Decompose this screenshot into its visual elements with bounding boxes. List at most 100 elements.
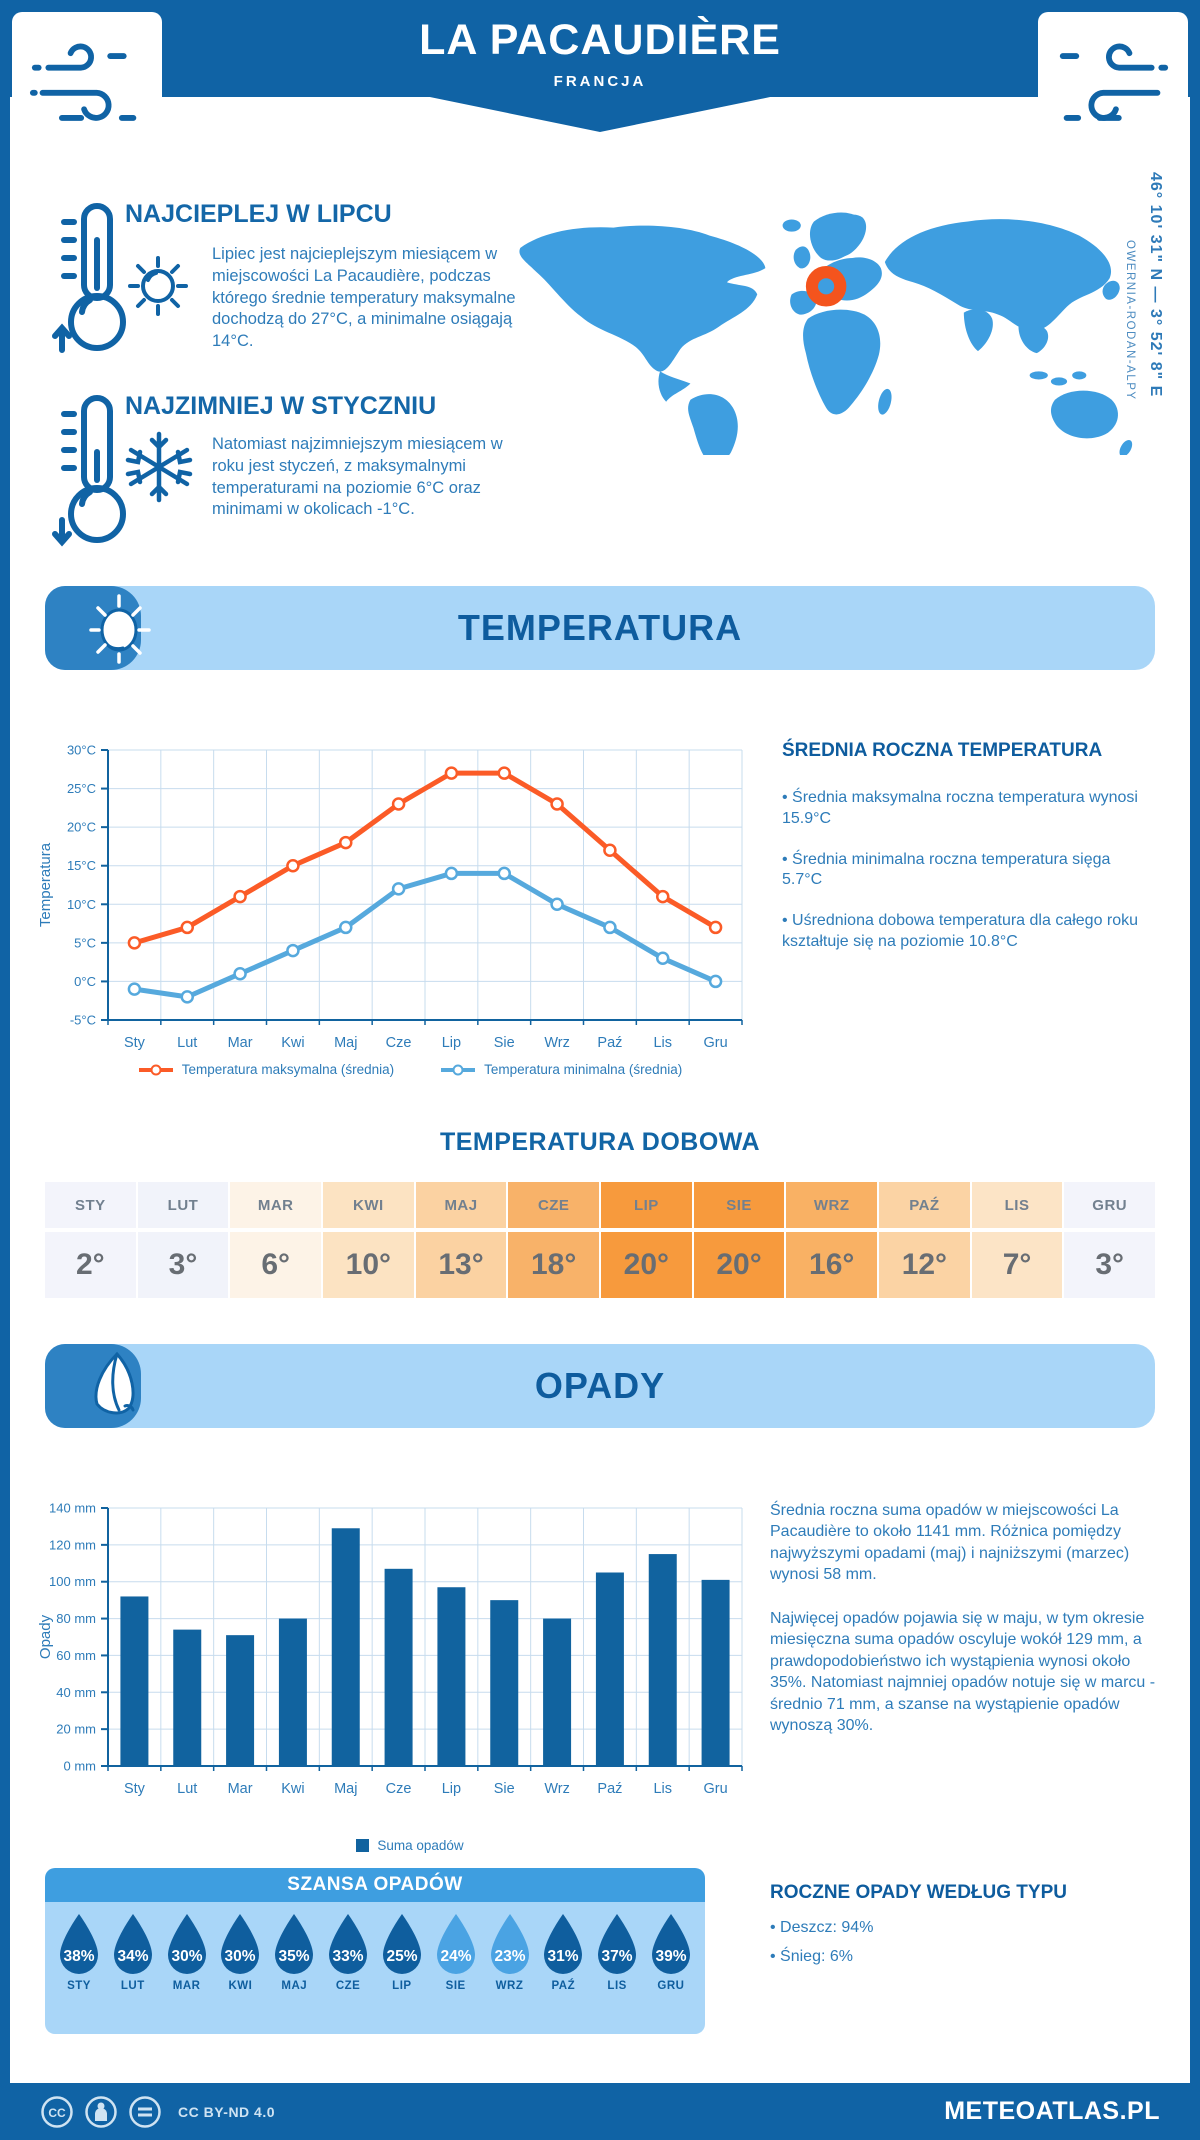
raindrop-icon: 31% <box>544 1914 583 1974</box>
svg-text:20 mm: 20 mm <box>56 1722 96 1737</box>
svg-text:Lut: Lut <box>177 1035 197 1051</box>
svg-text:Lip: Lip <box>442 1035 461 1051</box>
temperature-banner: TEMPERATURA <box>45 586 1155 670</box>
raindrop-icon: 33% <box>329 1914 368 1974</box>
page-title: LA PACAUDIÈRE <box>419 16 781 64</box>
temperature-chart-legend: Temperatura maksymalna (średnia) Tempera… <box>60 1062 760 1077</box>
coldest-heading: NAJZIMNIEJ W STYCZNIU <box>125 392 437 420</box>
svg-text:5°C: 5°C <box>74 935 96 950</box>
daily-temperature-title: TEMPERATURA DOBOWA <box>439 1128 761 1156</box>
svg-text:39%: 39% <box>655 1948 686 1965</box>
daily-temperature-value: 10° <box>323 1232 414 1298</box>
raindrop-icon: 23% <box>490 1914 529 1974</box>
precipitation-paragraph: Średnia roczna suma opadów w miejscowośc… <box>770 1502 1130 1584</box>
daily-temperature-value: 7° <box>971 1232 1063 1298</box>
daily-temperature-value: 12° <box>879 1232 970 1298</box>
svg-text:Opady: Opady <box>37 1614 54 1659</box>
svg-text:Kwi: Kwi <box>281 1035 304 1051</box>
sun-banner-icon <box>89 594 151 664</box>
legend-label: Suma opadów <box>377 1838 464 1853</box>
chance-month-label: LIP <box>392 1980 412 1992</box>
chance-month-label: KWI <box>228 1980 253 1992</box>
svg-text:31%: 31% <box>548 1948 579 1965</box>
daily-month-label: LUT <box>137 1182 229 1228</box>
chance-month-label: CZE <box>335 1980 361 1992</box>
svg-text:Wrz: Wrz <box>544 1035 570 1051</box>
right-border <box>1190 0 1200 2140</box>
svg-text:-5°C: -5°C <box>70 1013 96 1028</box>
daily-month-label: LIP <box>601 1182 692 1228</box>
raindrop-icon: 25% <box>382 1914 421 1974</box>
raindrop-icon: 30% <box>221 1914 260 1974</box>
precipitation-paragraph: Najwięcej opadów pojawia się w maju, w t… <box>770 1609 1156 1734</box>
header-ribbon: LA PACAUDIÈRE FRANCJA <box>185 0 1015 132</box>
svg-text:Paź: Paź <box>597 1781 622 1797</box>
location-marker <box>805 266 847 307</box>
svg-text:Lis: Lis <box>653 1781 672 1797</box>
world-map <box>519 212 1133 455</box>
svg-text:Maj: Maj <box>334 1035 357 1051</box>
svg-text:60 mm: 60 mm <box>56 1648 96 1663</box>
chance-month-label: SIE <box>445 1980 466 1992</box>
chance-droplet: 34% LUT <box>107 1912 159 2034</box>
legend-item: Suma opadów <box>356 1838 464 1853</box>
legend-item: Temperatura maksymalna (średnia) <box>138 1062 394 1077</box>
warmest-text: Lipiec jest najcieplejszym miesiącem w m… <box>212 245 516 351</box>
chance-droplets: 38% STY 34% LUT 30% MAR 30% KWI 35% MAJ … <box>45 1902 705 2034</box>
svg-text:Sty: Sty <box>124 1781 146 1797</box>
precipitation-by-type-panel: ROCZNE OPADY WEDŁUG TYPU • Deszcz: 94% •… <box>770 1882 1162 1988</box>
annual-temperature-panel: ŚREDNIA ROCZNA TEMPERATURA • Średnia mak… <box>782 740 1142 973</box>
svg-text:15°C: 15°C <box>67 858 96 873</box>
svg-text:Paź: Paź <box>597 1035 622 1051</box>
svg-text:30%: 30% <box>225 1948 256 1965</box>
daily-col: PAŹ 12° <box>879 1182 970 1298</box>
precipitation-chance-panel: SZANSA OPADÓW 38% STY 34% LUT 30% MAR 30… <box>45 1868 705 2034</box>
precipitation-banner: OPADY <box>45 1344 1155 1428</box>
svg-text:80 mm: 80 mm <box>56 1611 96 1626</box>
svg-text:25%: 25% <box>386 1948 417 1965</box>
chance-month-label: LIS <box>607 1980 627 1992</box>
warmest-heading: NAJCIEPLEJ W LIPCU <box>125 200 392 228</box>
umbrella-icon <box>94 1351 135 1415</box>
chance-month-label: STY <box>67 1980 91 1992</box>
raindrop-icon: 30% <box>167 1914 206 1974</box>
legend-line-icon <box>441 1064 476 1075</box>
annual-bullet: • Uśredniona dobowa temperatura dla całe… <box>782 912 1139 950</box>
daily-month-label: MAJ <box>415 1182 507 1228</box>
chance-droplet: 30% MAR <box>161 1912 213 2034</box>
svg-text:37%: 37% <box>602 1948 633 1965</box>
svg-text:Gru: Gru <box>703 1035 727 1051</box>
svg-text:100 mm: 100 mm <box>49 1574 96 1589</box>
precipitation-type-bullet: • Deszcz: 94% <box>770 1919 874 1936</box>
footer: CC CC BY-ND 4.0 METEOATLAS.PL <box>0 2083 1200 2140</box>
daily-col: KWI 10° <box>323 1182 414 1298</box>
legend-label: Temperatura minimalna (średnia) <box>484 1062 683 1077</box>
daily-month-label: CZE <box>508 1182 600 1228</box>
legend-item: Temperatura minimalna (średnia) <box>440 1062 682 1077</box>
svg-text:120 mm: 120 mm <box>49 1537 96 1552</box>
legend-label: Temperatura maksymalna (średnia) <box>181 1062 395 1077</box>
chance-droplet: 23% WRZ <box>484 1912 536 2034</box>
svg-text:140 mm: 140 mm <box>49 1501 96 1516</box>
svg-text:0°C: 0°C <box>74 974 96 989</box>
daily-temperature-value: 13° <box>415 1232 507 1298</box>
chance-droplet: 35% MAJ <box>268 1912 320 2034</box>
precipitation-chance-title: SZANSA OPADÓW <box>45 1868 705 1902</box>
chance-month-label: WRZ <box>495 1980 524 1992</box>
thermometer-down-icon <box>52 395 126 547</box>
raindrop-icon: 35% <box>275 1914 314 1974</box>
svg-text:Lip: Lip <box>442 1781 461 1797</box>
thermometer-up-icon <box>52 203 126 353</box>
daily-month-label: PAŹ <box>879 1182 970 1228</box>
license-label: CC BY-ND 4.0 <box>178 2103 276 2120</box>
chance-month-label: PAŹ <box>551 1980 576 1992</box>
svg-text:25°C: 25°C <box>67 781 96 796</box>
svg-text:10°C: 10°C <box>67 897 96 912</box>
svg-text:30%: 30% <box>171 1948 202 1965</box>
snowflake-icon <box>125 431 193 503</box>
svg-text:40 mm: 40 mm <box>56 1685 96 1700</box>
daily-month-label: STY <box>45 1182 136 1228</box>
svg-text:Wrz: Wrz <box>544 1781 570 1797</box>
svg-text:Sie: Sie <box>494 1035 515 1051</box>
daily-month-label: KWI <box>323 1182 414 1228</box>
